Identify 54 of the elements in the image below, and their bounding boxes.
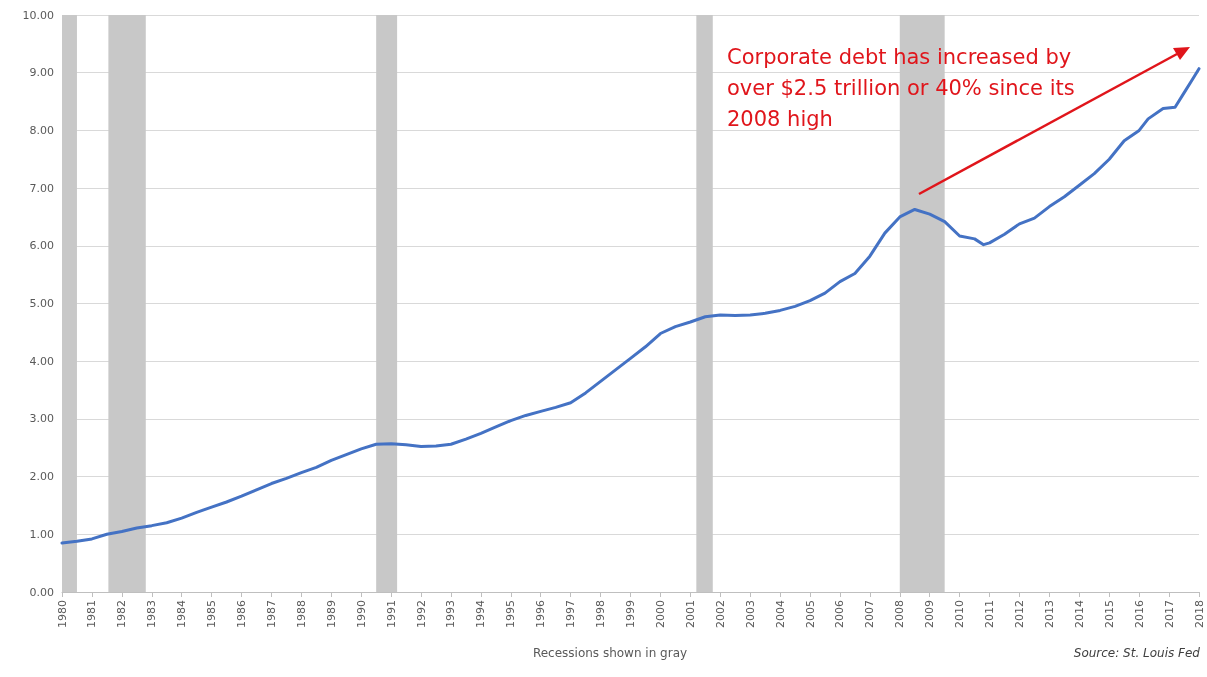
x-tick-label: 1993 [444, 600, 458, 628]
x-tick-label: 2000 [653, 600, 667, 628]
x-tick-label: 1994 [474, 600, 488, 628]
x-tick-label: 2008 [893, 600, 907, 628]
x-tick-label: 2017 [1162, 600, 1176, 628]
x-tick-label: 1998 [594, 600, 608, 628]
x-tick-label: 1987 [264, 600, 278, 628]
y-tick-label: 1.00 [29, 527, 54, 541]
x-tick-label: 2015 [1102, 600, 1116, 628]
y-tick-label: 7.00 [29, 181, 54, 195]
x-tick-label: 1997 [564, 600, 578, 628]
x-tick-label: 1986 [235, 600, 249, 628]
x-tick-label: 2016 [1132, 600, 1146, 628]
x-tick-label: 1995 [504, 600, 518, 628]
x-tick-label: 2004 [773, 600, 787, 628]
x-tick-label: 1980 [55, 600, 69, 628]
x-tick-label: 2010 [953, 600, 967, 628]
y-tick-label: 2.00 [29, 470, 54, 484]
y-tick-label: 4.00 [29, 354, 54, 368]
x-tick-label: 1989 [324, 600, 338, 628]
x-tick-label: 1988 [294, 600, 308, 628]
x-tick-label: 1983 [145, 600, 159, 628]
x-tick-label: 2003 [743, 600, 757, 628]
x-tick-label: 2006 [833, 600, 847, 628]
x-tick-label: 1990 [354, 600, 368, 628]
y-tick-label: 3.00 [29, 412, 54, 426]
y-tick-label: 6.00 [29, 239, 54, 253]
x-tick-label: 1999 [624, 600, 637, 628]
annotation: Corporate debt has increased by over $2.5 trillion or 40% since its 2008 high [727, 44, 1076, 133]
source-note: Source: St. Louis Fed [1072, 646, 1200, 660]
x-tick-label: 2018 [1192, 600, 1206, 628]
x-tick-label: 2007 [863, 600, 877, 628]
x-tick-label: 1985 [205, 600, 219, 628]
x-tick-label: 2009 [923, 600, 937, 628]
x-tick-label: 1996 [534, 600, 548, 628]
x-tick-label: 1992 [414, 600, 428, 628]
x-tick-label: 2012 [1012, 600, 1026, 628]
x-tick-label: 2011 [983, 600, 997, 628]
y-tick-label: 0.00 [29, 585, 54, 599]
y-tick-label: 9.00 [29, 66, 54, 80]
line-series [60, 67, 1201, 545]
x-tick-label: 2005 [803, 600, 817, 628]
x-tick-label: 2014 [1072, 600, 1086, 628]
x-tick-label: 2013 [1042, 600, 1056, 628]
x-tick-label: 2002 [713, 600, 727, 628]
x-tick-label: 1981 [85, 600, 99, 628]
x-tick-label: 1991 [384, 600, 398, 628]
x-tick-label: 1982 [115, 600, 129, 628]
y-tick-label: 8.00 [29, 123, 54, 137]
y-tick-label: 5.00 [29, 297, 54, 310]
x-tick-label: 2001 [683, 600, 697, 628]
x-tick-label: 1984 [175, 600, 189, 628]
text: Recessions shown in gray [531, 646, 689, 660]
y-tick-label: 10.00 [22, 8, 54, 22]
